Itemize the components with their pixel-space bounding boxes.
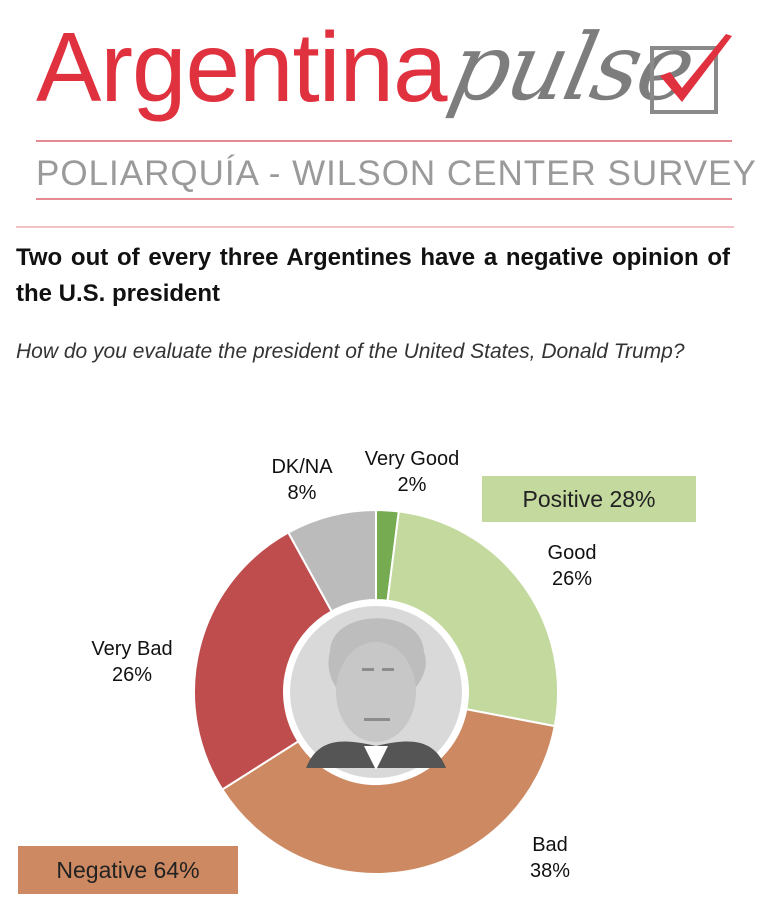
argentina-pulse-logo: Argentina pulse POLIARQUÍA - WILSON CENT… xyxy=(0,0,768,210)
good-value: 26% xyxy=(551,568,593,590)
logo-top-rule xyxy=(36,140,732,142)
negative-group-box: Negative 64% xyxy=(18,846,238,894)
donut-chart-svg xyxy=(193,508,559,875)
slice-label-very-bad: Very Bad 26% xyxy=(76,636,188,688)
very-good-value: 2% xyxy=(397,474,427,496)
bad-value: 38% xyxy=(529,860,571,882)
slice-label-very-good: Very Good 2% xyxy=(356,446,468,498)
very-bad-value: 26% xyxy=(111,664,153,686)
headline: Two out of every three Argentines have a… xyxy=(16,244,730,307)
logo-subtitle: POLIARQUÍA - WILSON CENTER SURVEY xyxy=(36,154,757,193)
good-label: Good xyxy=(547,542,597,564)
very-bad-label: Very Bad xyxy=(91,638,173,660)
donut-chart: Very Good 2% Good 26% Bad 38% Very Bad 2… xyxy=(0,420,768,916)
dk-na-value: 8% xyxy=(287,482,317,504)
logo-bottom-rule xyxy=(36,198,732,200)
positive-group-box: Positive 28% xyxy=(482,476,696,522)
checkbox-check-icon xyxy=(650,34,732,114)
section-divider xyxy=(16,226,734,228)
survey-question: How do you evaluate the president of the… xyxy=(16,340,685,363)
bad-label: Bad xyxy=(532,834,568,856)
slice-label-dk-na: DK/NA 8% xyxy=(252,454,352,506)
portrait-icon xyxy=(290,606,462,778)
dk-na-label: DK/NA xyxy=(271,456,333,478)
very-good-label: Very Good xyxy=(364,448,460,470)
slice-label-bad: Bad 38% xyxy=(504,832,596,884)
slice-label-good: Good 26% xyxy=(526,540,618,592)
logo-argentina-text: Argentina xyxy=(36,12,448,122)
